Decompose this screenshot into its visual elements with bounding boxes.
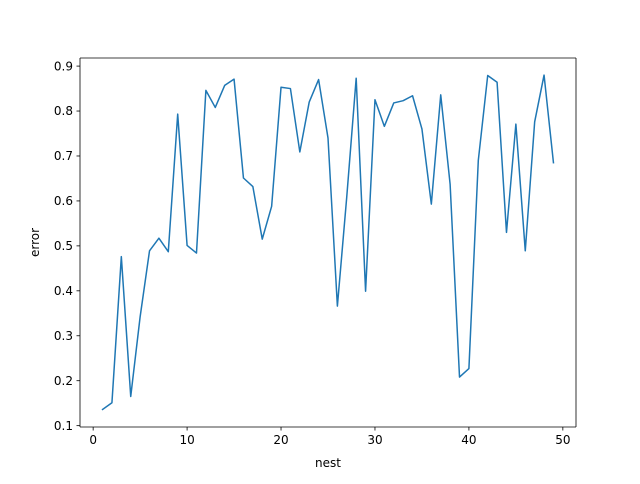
x-tick-label: 20 <box>273 433 288 447</box>
x-tick-label: 50 <box>555 433 570 447</box>
plot-area <box>80 58 576 427</box>
x-axis-label: nest <box>315 456 341 470</box>
y-tick-label: 0.4 <box>54 284 73 298</box>
x-tick-label: 30 <box>367 433 382 447</box>
y-tick-label: 0.8 <box>54 104 73 118</box>
x-tick-label: 0 <box>89 433 97 447</box>
y-tick-label: 0.9 <box>54 59 73 73</box>
x-tick-label: 10 <box>179 433 194 447</box>
y-tick-label: 0.5 <box>54 239 73 253</box>
y-tick-label: 0.1 <box>54 419 73 433</box>
y-tick-label: 0.7 <box>54 149 73 163</box>
y-axis-label: error <box>28 228 42 257</box>
x-tick-label: 40 <box>461 433 476 447</box>
y-tick-label: 0.3 <box>54 329 73 343</box>
y-tick-label: 0.2 <box>54 374 73 388</box>
y-tick-label: 0.6 <box>54 194 73 208</box>
